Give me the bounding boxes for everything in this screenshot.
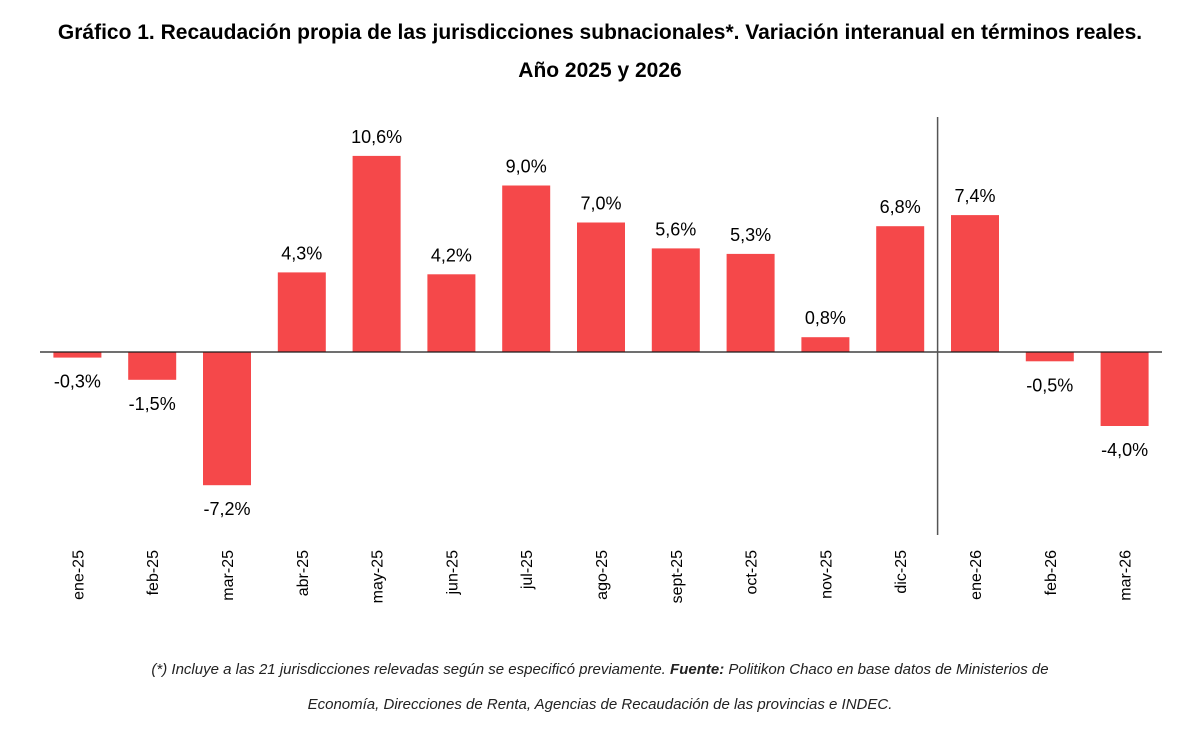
- x-tick-may-25: may-25: [370, 550, 387, 603]
- x-tick-mar-25: mar-25: [220, 550, 237, 601]
- data-label-may-25: 10,6%: [351, 127, 402, 147]
- bar-mar-25: [203, 352, 251, 486]
- footnote: (*) Incluye a las 21 jurisdicciones rele…: [0, 652, 1200, 722]
- x-tick-jul-25: jul-25: [519, 550, 536, 590]
- bar-feb-26: [1025, 352, 1074, 362]
- footnote-source-label: Fuente:: [670, 661, 725, 678]
- data-label-mar-25: -7,2%: [203, 499, 250, 519]
- data-label-ene-26: 7,4%: [954, 186, 995, 206]
- footnote-source-text: Politikon Chaco en base datos de Ministe…: [724, 661, 1049, 678]
- x-tick-jun-25: jun-25: [444, 550, 461, 596]
- x-tick-mar-26: mar-26: [1118, 550, 1135, 601]
- chart-title: Gráfico 1. Recaudación propia de las jur…: [57, 21, 1143, 44]
- bar-mar-26: [1100, 352, 1149, 426]
- bar-oct-25: [726, 253, 775, 352]
- bar-jun-25: [427, 274, 476, 352]
- chart-title-block: Gráfico 1. Recaudación propia de las jur…: [0, 14, 1200, 90]
- x-tick-oct-25: oct-25: [744, 550, 761, 595]
- bar-dic-25: [876, 226, 925, 352]
- bar-ene-26: [951, 215, 999, 352]
- data-label-jul-25: 9,0%: [506, 157, 547, 177]
- data-label-jun-25: 4,2%: [431, 245, 472, 265]
- x-tick-ene-26: ene-26: [968, 550, 985, 600]
- bar-may-25: [352, 155, 401, 352]
- data-label-sept-25: 5,6%: [655, 219, 696, 239]
- bar-chart: -0,3% ene-25 -1,5% feb-25 -7,2% mar-25 4,3% abr…: [40, 117, 1162, 603]
- footnote-line-1: (*) Incluye a las 21 jurisdicciones rele…: [0, 652, 1200, 687]
- data-label-ago-25: 7,0%: [580, 194, 621, 214]
- x-tick-nov-25: nov-25: [818, 550, 835, 599]
- x-tick-ago-25: ago-25: [594, 550, 611, 600]
- bar-nov-25: [801, 337, 850, 352]
- bar-feb-25: [128, 352, 177, 380]
- bar-ago-25: [577, 222, 625, 352]
- data-label-nov-25: 0,8%: [805, 308, 846, 328]
- data-label-abr-25: 4,3%: [281, 243, 322, 263]
- data-label-feb-26: -0,5%: [1026, 375, 1073, 395]
- footnote-line-2: Economía, Direcciones de Renta, Agencias…: [307, 696, 893, 713]
- x-tick-ene-25: ene-25: [70, 550, 87, 600]
- x-tick-feb-26: feb-26: [1043, 550, 1060, 595]
- bar-sept-25: [651, 248, 700, 352]
- x-tick-abr-25: abr-25: [295, 550, 312, 596]
- bar-ene-25: [53, 352, 102, 358]
- footnote-text: (*) Incluye a las 21 jurisdicciones rele…: [151, 661, 671, 678]
- data-label-feb-25: -1,5%: [129, 394, 176, 414]
- chart-subtitle: Año 2025 y 2026: [518, 59, 682, 82]
- x-tick-dic-25: dic-25: [893, 550, 910, 594]
- x-tick-feb-25: feb-25: [145, 550, 162, 595]
- data-label-dic-25: 6,8%: [880, 197, 921, 217]
- data-label-oct-25: 5,3%: [730, 225, 771, 245]
- bar-jul-25: [502, 185, 551, 352]
- x-tick-sept-25: sept-25: [669, 550, 686, 603]
- data-label-mar-26: -4,0%: [1101, 440, 1148, 460]
- data-label-ene-25: -0,3%: [54, 372, 101, 392]
- bar-abr-25: [277, 272, 326, 352]
